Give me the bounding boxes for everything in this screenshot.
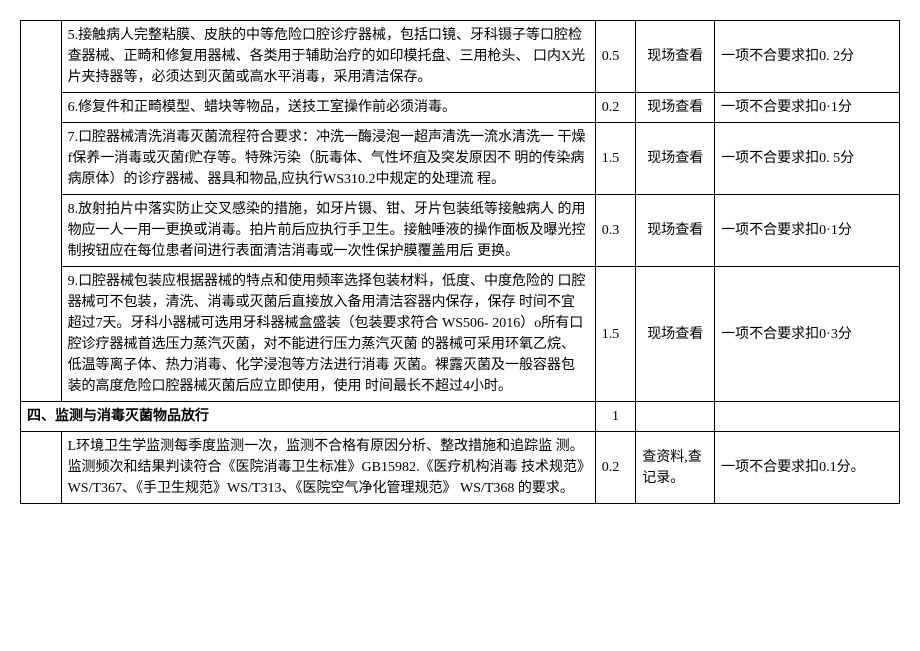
score-cell: 0.2 bbox=[595, 93, 636, 123]
evaluation-table: 5.接触病人完整粘膜、皮肤的中等危险口腔诊疗器械，包括口镜、牙科镊子等口腔检查器… bbox=[20, 20, 900, 504]
score-cell: 0.3 bbox=[595, 195, 636, 267]
note-cell: 一项不合要求扣0·1分 bbox=[715, 93, 900, 123]
table-row: 8.放射拍片中落实防止交叉感染的措施，如牙片镊、钳、牙片包装纸等接触病人 的用物… bbox=[21, 195, 900, 267]
desc-cell: 9.口腔器械包装应根据器械的特点和使用频率选择包装材料，低度、中度危险的 口腔器… bbox=[61, 267, 595, 402]
method-cell: 现场查看 bbox=[636, 93, 715, 123]
method-cell: 现场查看 bbox=[636, 123, 715, 195]
table-row: L环境卫生学监测每季度监测一次，监测不合格有原因分析、整改措施和追踪监 测。监测… bbox=[21, 432, 900, 504]
section-title-cell: 四、监测与消毒灭菌物品放行 bbox=[21, 402, 596, 432]
method-cell: 现场查看 bbox=[636, 195, 715, 267]
method-cell: 现场查看 bbox=[636, 267, 715, 402]
score-cell: 0.2 bbox=[595, 432, 636, 504]
score-cell: 1.5 bbox=[595, 123, 636, 195]
note-cell: 一项不合要求扣0·1分 bbox=[715, 195, 900, 267]
desc-cell: L环境卫生学监测每季度监测一次，监测不合格有原因分析、整改措施和追踪监 测。监测… bbox=[61, 432, 595, 504]
table-row: 9.口腔器械包装应根据器械的特点和使用频率选择包装材料，低度、中度危险的 口腔器… bbox=[21, 267, 900, 402]
note-cell: 一项不合要求扣0.1分。 bbox=[715, 432, 900, 504]
spacer-cell bbox=[21, 432, 62, 504]
desc-cell: 5.接触病人完整粘膜、皮肤的中等危险口腔诊疗器械，包括口镜、牙科镊子等口腔检查器… bbox=[61, 21, 595, 93]
method-cell: 现场查看 bbox=[636, 21, 715, 93]
note-cell: 一项不合要求扣0·3分 bbox=[715, 267, 900, 402]
note-cell: 一项不合要求扣0. 2分 bbox=[715, 21, 900, 93]
section-note-cell bbox=[715, 402, 900, 432]
desc-cell: 6.修复件和正畸模型、蜡块等物品，送技工室操作前必须消毒。 bbox=[61, 93, 595, 123]
table-row: 7.口腔器械清洗消毒灭菌流程符合要求：冲洗一酶浸泡一超声清洗一流水清洗一 干燥f… bbox=[21, 123, 900, 195]
table-row: 6.修复件和正畸模型、蜡块等物品，送技工室操作前必须消毒。 0.2 现场查看 一… bbox=[21, 93, 900, 123]
note-cell: 一项不合要求扣0. 5分 bbox=[715, 123, 900, 195]
score-cell: 0.5 bbox=[595, 21, 636, 93]
table-row: 5.接触病人完整粘膜、皮肤的中等危险口腔诊疗器械，包括口镜、牙科镊子等口腔检查器… bbox=[21, 21, 900, 93]
score-cell: 1.5 bbox=[595, 267, 636, 402]
section-method-cell bbox=[636, 402, 715, 432]
method-cell: 查资料,查记录。 bbox=[636, 432, 715, 504]
spacer-cell bbox=[21, 21, 62, 402]
desc-cell: 8.放射拍片中落实防止交叉感染的措施，如牙片镊、钳、牙片包装纸等接触病人 的用物… bbox=[61, 195, 595, 267]
section-row: 四、监测与消毒灭菌物品放行 1 bbox=[21, 402, 900, 432]
section-score-cell: 1 bbox=[595, 402, 636, 432]
document-page: 5.接触病人完整粘膜、皮肤的中等危险口腔诊疗器械，包括口镜、牙科镊子等口腔检查器… bbox=[20, 20, 900, 504]
desc-cell: 7.口腔器械清洗消毒灭菌流程符合要求：冲洗一酶浸泡一超声清洗一流水清洗一 干燥f… bbox=[61, 123, 595, 195]
